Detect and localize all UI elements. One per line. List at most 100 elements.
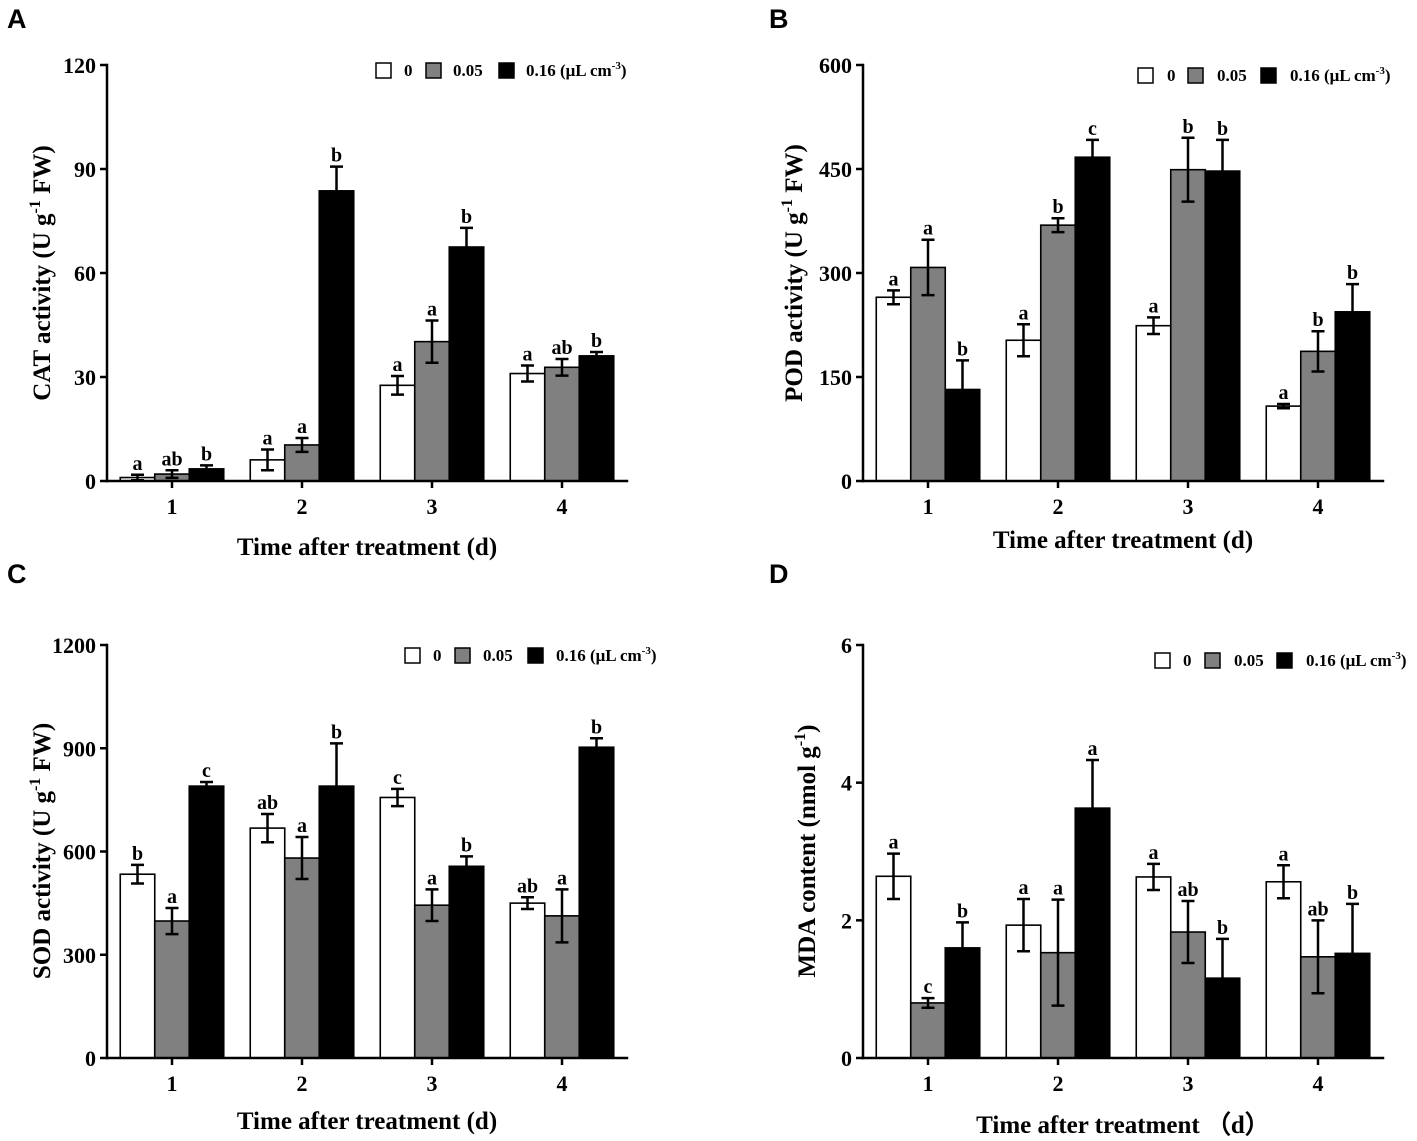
y-axis-title-unit-end: FW) [29,145,56,200]
legend-series-name: 0.16 [556,646,586,665]
bar-day3-series1 [379,796,416,1059]
error-bar-day4-series2 [1311,919,1325,995]
error-bar-day2-series1 [1017,323,1030,358]
significance-letter-day3-series1: a [393,354,403,376]
x-tick-label: 2 [297,494,308,519]
significance-letter-day1-series1: a [889,832,899,854]
error-bar-day4-series2 [555,888,569,944]
error-bar-day3-series3 [1216,937,1229,1019]
significance-letter-day3-series3: b [461,206,472,228]
error-bar-day2-series3 [1086,758,1099,858]
panel-b-pod-activity: Ba a b a b c a b b a b b 1 2 3 4 0 150 300 450 600 Time after… [769,4,1391,554]
bar-day3-series3 [448,865,485,1059]
bar-day2-series2 [1039,224,1077,482]
bar-day3-series3 [448,246,485,482]
legend-swatch-series3 [498,62,515,79]
legend-unit-end: ) [621,61,627,80]
bar-day4-series1 [509,372,546,482]
legend-label-series2: 0.05 [453,61,483,80]
significance-letter-day1-series3: b [201,443,212,465]
significance-letter-day3-series1: a [1149,842,1159,864]
error-bar-day3-series2 [1181,136,1195,203]
significance-letter-day4-series3: b [1347,262,1358,284]
y-axis-title: POD activity (U g-1 FW) [779,144,808,402]
legend-label-series1: 0 [433,646,442,665]
significance-letter-day3-series1: a [1149,295,1159,317]
x-tick-label: 1 [167,1071,178,1096]
error-bar-day2-series3 [1086,138,1099,176]
legend-swatch-series2 [1204,652,1221,669]
significance-letter-day2-series2: a [297,815,307,837]
y-tick-label: 1200 [52,633,96,658]
legend-series-name: 0 [1183,651,1192,670]
legend-swatch-series1 [1137,67,1154,84]
significance-letter-day4-series3: b [591,716,602,738]
significance-letter-day3-series3: b [461,834,472,856]
significance-letter-day4-series1: ab [517,875,538,897]
x-tick-label: 4 [1313,1071,1324,1096]
significance-letter-day1-series2: c [924,976,933,998]
bar-day1-series2 [153,920,191,1059]
significance-letter-day4-series2: b [1312,309,1323,331]
significance-letter-day4-series2: ab [1307,898,1328,920]
legend-series-name: 0.05 [453,61,483,80]
error-bar-day2-series1 [1017,897,1030,953]
bar-day1-series2 [909,266,947,482]
significance-letter-day1-series1: a [133,453,143,475]
significance-letters: a a b a b c a b b a b b [889,116,1359,404]
significance-letter-day4-series3: b [591,330,602,352]
y-axis-title: SOD activity (U g-1 FW) [27,723,56,979]
error-bar-day3-series1 [391,787,404,808]
bar-day2-series1 [1005,339,1042,482]
error-bar-day4-series1 [1277,864,1290,900]
error-bar-day1-series1 [887,852,900,901]
significance-letter-day2-series3: b [331,721,342,743]
significance-letter-day4-series2: ab [551,337,572,359]
error-bar-day2-series1 [261,812,274,844]
legend-series-name: 0.05 [1217,66,1247,85]
error-bar-day1-series2 [921,996,935,1009]
significance-letter-day3-series2: b [1182,116,1193,138]
significance-letter-day1-series2: a [923,218,933,240]
legend-label-series1: 0 [404,61,413,80]
legend-swatch-series1 [404,647,421,664]
legend-unit-superscript: -3 [1376,65,1386,77]
y-tick-label: 900 [63,736,96,761]
bar-day3-series2 [413,904,451,1059]
legend-series-name: 0 [404,61,413,80]
y-tick-label: 90 [74,157,96,182]
error-bars [887,136,1359,420]
legend-series-name: 0.16 [1290,66,1320,85]
legend-series-name: 0.16 [1306,651,1336,670]
y-tick-label: 60 [74,261,96,286]
error-bar-day1-series1 [131,863,144,885]
error-bar-day3-series3 [1216,138,1229,204]
error-bar-day2-series2 [1051,216,1065,234]
legend-label-series1: 0 [1183,651,1192,670]
bar-day3-series1 [1135,324,1172,482]
significance-letter-day4-series1: a [1279,843,1289,865]
error-bar-day1-series3 [200,464,213,474]
bar-day2-series3 [318,190,355,482]
legend-unit: (μL cm [586,646,642,665]
legend: 0 0.05 0.16 (μL cm-3) [404,645,657,665]
significance-letter-day2-series2: a [1053,878,1063,900]
legend-label-series2: 0.05 [1234,651,1264,670]
bars [875,807,1371,1059]
y-tick-label: 300 [63,943,96,968]
y-tick-label: 0 [85,469,96,494]
bar-day3-series1 [379,384,416,482]
significance-letter-day1-series1: a [889,268,899,290]
error-bar-day4-series3 [590,350,603,361]
error-bars [887,758,1359,1019]
panel-label: B [769,4,789,34]
error-bar-day4-series1 [521,364,534,383]
error-bar-day1-series2 [165,469,179,480]
significance-letter-day4-series1: a [1279,382,1289,404]
bar-day3-series1 [1135,876,1172,1059]
y-tick-label: 0 [841,469,852,494]
legend-swatch-series1 [1154,652,1171,669]
legend-unit-superscript: -3 [612,60,622,72]
